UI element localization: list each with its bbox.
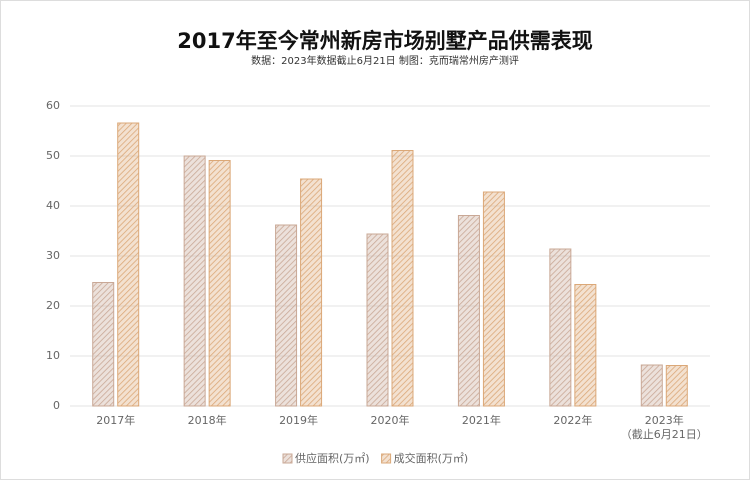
bar <box>665 365 688 407</box>
y-tick-label: 50 <box>46 149 60 162</box>
bar <box>275 224 298 407</box>
chart-subtitle: 数据：2023年数据截止6月21日 制图：克而瑞常州房产测评 <box>251 54 519 67</box>
bar <box>117 122 140 407</box>
y-tick-label: 20 <box>46 299 60 312</box>
bar <box>482 191 505 407</box>
bar <box>366 233 389 407</box>
legend-swatch <box>381 453 392 464</box>
bar <box>549 248 572 407</box>
x-tick-label: 2020年 <box>371 413 410 427</box>
chart-title: 2017年至今常州新房市场别墅产品供需表现 <box>177 29 592 53</box>
y-tick-label: 60 <box>46 99 60 112</box>
legend-label: 成交面积(万㎡) <box>394 451 469 465</box>
bar <box>574 284 597 407</box>
bar <box>300 178 323 407</box>
bar <box>391 150 414 407</box>
y-tick-label: 0 <box>53 399 60 412</box>
x-tick-label: 2017年 <box>96 413 135 427</box>
bar <box>457 215 480 407</box>
y-tick-label: 10 <box>46 349 60 362</box>
x-tick-label: 2019年 <box>279 413 318 427</box>
x-tick-label: 2022年 <box>553 413 592 427</box>
bar <box>183 155 206 407</box>
bar <box>640 364 663 407</box>
y-tick-label: 30 <box>46 249 60 262</box>
legend-label: 供应面积(万㎡) <box>295 451 370 465</box>
x-tick-label: 2023年（截止6月21日） <box>621 413 708 441</box>
x-tick-label: 2021年 <box>462 413 501 427</box>
bar <box>92 282 115 407</box>
x-tick-label: 2018年 <box>188 413 227 427</box>
bar <box>208 160 231 407</box>
legend-swatch <box>282 453 293 464</box>
y-tick-label: 40 <box>46 199 60 212</box>
